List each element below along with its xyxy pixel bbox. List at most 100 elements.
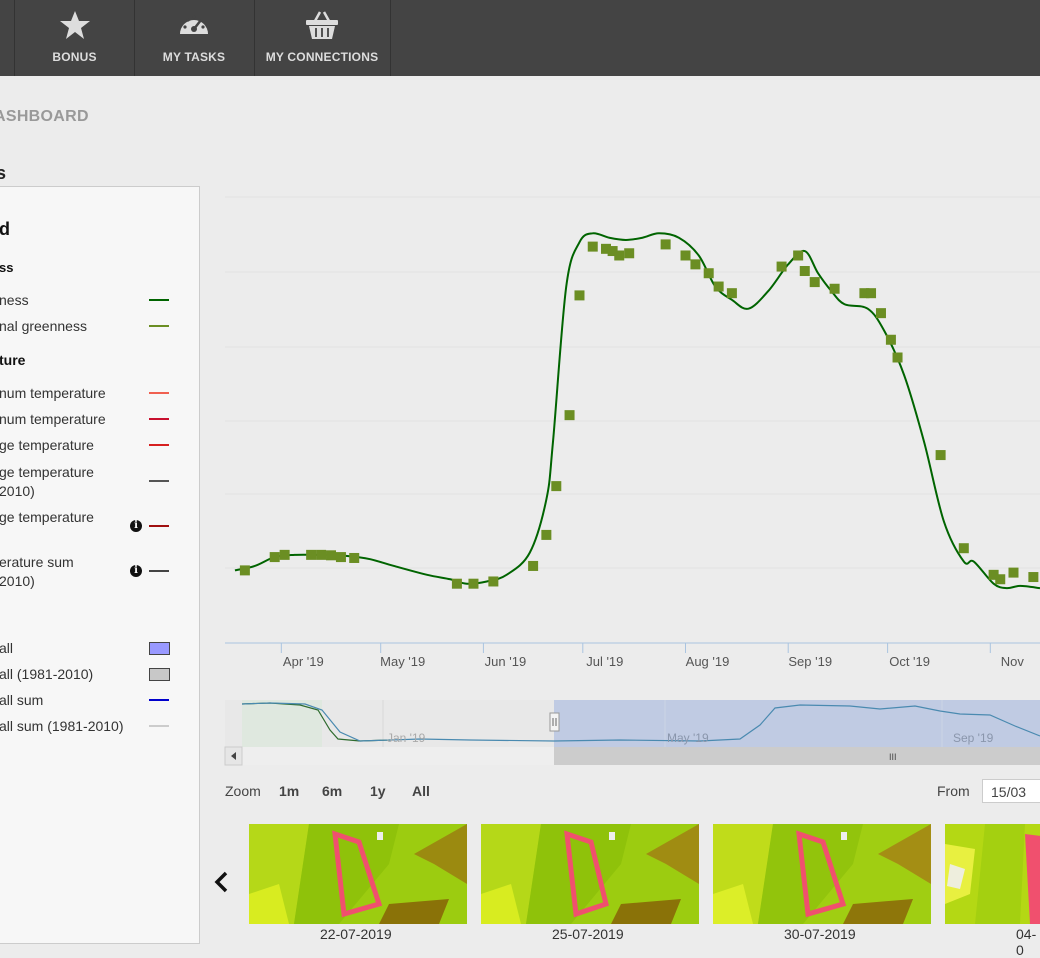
x-axis-tick-label: Apr '19 — [283, 654, 324, 669]
navigator-selected-range[interactable] — [554, 700, 1040, 747]
data-point-marker[interactable] — [269, 552, 280, 563]
legend-title: d — [0, 219, 10, 239]
data-point-marker[interactable] — [866, 288, 877, 299]
data-point-marker[interactable] — [614, 250, 625, 261]
x-axis-tick-label: Sep '19 — [788, 654, 832, 669]
navigator-scrollbar-track[interactable] — [225, 747, 1040, 765]
satellite-thumbnail[interactable] — [945, 824, 1040, 924]
legend-item-seasonal-greenness[interactable]: nal greenness — [0, 318, 87, 334]
navigator-scrollbar-thumb[interactable] — [554, 747, 1040, 765]
zoom-6m-button[interactable]: 6m — [322, 783, 343, 799]
legend-item-rainfall-sum[interactable]: all sum — [0, 692, 44, 708]
data-point-marker[interactable] — [726, 288, 737, 299]
scrollbar-grip: III — [889, 752, 897, 762]
data-point-marker[interactable] — [793, 250, 804, 261]
legend-swatch — [149, 668, 170, 681]
data-point-marker[interactable] — [624, 248, 635, 259]
zoom-1y-button[interactable]: 1y — [370, 783, 386, 799]
legend-item-average-temperature-normal[interactable]: ge temperature — [0, 464, 94, 480]
from-date-input[interactable]: 15/03 — [982, 779, 1040, 803]
legend-group-header: ture — [0, 352, 26, 368]
data-point-marker[interactable] — [326, 550, 337, 561]
data-point-marker[interactable] — [607, 246, 618, 257]
scroll-left-button[interactable] — [224, 746, 243, 766]
data-point-marker[interactable] — [680, 250, 691, 261]
data-point-marker[interactable] — [809, 277, 820, 288]
data-point-marker[interactable] — [528, 560, 539, 571]
data-point-marker[interactable] — [859, 288, 870, 299]
x-axis-tick-label: Jul '19 — [586, 654, 623, 669]
legend-item-greenness[interactable]: ness — [0, 292, 29, 308]
legend-item-sublabel: 2010) — [0, 483, 35, 499]
data-point-marker[interactable] — [574, 290, 585, 301]
legend-swatch — [149, 392, 169, 394]
zoom-all-button[interactable]: All — [412, 783, 430, 799]
data-point-marker[interactable] — [892, 352, 903, 363]
data-point-marker[interactable] — [995, 574, 1006, 585]
data-point-marker[interactable] — [349, 552, 360, 563]
legend-item-max-temperature[interactable]: num temperature — [0, 385, 106, 401]
nav-item-my-tasks[interactable]: MY TASKS — [134, 0, 255, 76]
data-point-marker[interactable] — [335, 552, 346, 563]
data-point-marker[interactable] — [988, 569, 999, 580]
info-icon[interactable]: i — [130, 565, 142, 577]
data-point-marker[interactable] — [316, 549, 327, 560]
nav-item-my-connections[interactable]: MY CONNECTIONS — [254, 0, 391, 76]
nav-divider — [14, 0, 15, 76]
data-point-marker[interactable] — [306, 549, 317, 560]
scroll-left-arrow-icon — [231, 752, 236, 760]
breadcrumb[interactable]: ASHBOARD — [0, 108, 89, 125]
data-point-marker[interactable] — [451, 578, 462, 589]
nav-item-bonus[interactable]: BONUS — [15, 0, 135, 76]
legend-item-rainfall-sum-normal[interactable]: all sum (1981-2010) — [0, 718, 124, 734]
data-point-marker[interactable] — [958, 543, 969, 554]
navigator-handle[interactable] — [549, 712, 560, 732]
data-point-marker[interactable] — [541, 529, 552, 540]
data-point-marker[interactable] — [551, 481, 562, 492]
info-icon[interactable]: i — [130, 520, 142, 532]
data-point-marker[interactable] — [564, 410, 575, 421]
data-point-marker[interactable] — [660, 239, 671, 250]
zoom-1m-button[interactable]: 1m — [279, 783, 300, 799]
legend-panel: d ss ness nal greenness ture num tempera… — [0, 186, 200, 944]
legend-swatch — [149, 725, 169, 727]
star-icon — [15, 8, 134, 42]
data-point-marker[interactable] — [279, 549, 290, 560]
data-point-marker[interactable] — [468, 578, 479, 589]
legend-item-average-temperature[interactable]: ge temperature — [0, 437, 94, 453]
data-point-marker[interactable] — [703, 268, 714, 279]
legend-swatch — [149, 299, 169, 301]
zoom-label: Zoom — [225, 783, 261, 799]
data-point-marker[interactable] — [600, 243, 611, 254]
data-point-marker[interactable] — [875, 308, 886, 319]
chevron-left-icon[interactable] — [212, 870, 232, 894]
gauge-icon — [134, 8, 254, 42]
legend-item-average-temperature-2[interactable]: ge temperature — [0, 509, 94, 525]
satellite-thumbnail[interactable] — [713, 824, 931, 924]
data-point-marker[interactable] — [776, 261, 787, 272]
data-point-marker[interactable] — [587, 241, 598, 252]
x-axis-tick-label: Oct '19 — [889, 654, 930, 669]
data-point-marker[interactable] — [239, 565, 250, 576]
data-point-marker[interactable] — [713, 281, 724, 292]
legend-item-rainfall[interactable]: all — [0, 640, 14, 656]
legend-item-temperature-sum[interactable]: erature sum — [0, 554, 74, 570]
section-title: s — [0, 163, 7, 183]
data-point-marker[interactable] — [690, 259, 701, 270]
data-point-marker[interactable] — [885, 334, 896, 345]
data-point-marker[interactable] — [1028, 572, 1039, 583]
legend-item-min-temperature[interactable]: num temperature — [0, 411, 106, 427]
data-point-marker[interactable] — [488, 576, 499, 587]
data-point-marker[interactable] — [829, 283, 840, 294]
data-point-marker[interactable] — [799, 266, 810, 277]
data-point-marker[interactable] — [1008, 567, 1019, 578]
satellite-thumbnail[interactable] — [481, 824, 699, 924]
legend-swatch — [149, 418, 169, 420]
data-point-marker[interactable] — [935, 450, 946, 461]
greenness-series-line — [234, 232, 1040, 590]
legend-item-rainfall-normal[interactable]: all (1981-2010) — [0, 666, 94, 682]
satellite-thumbnail[interactable] — [249, 824, 467, 924]
navigator-history-fill — [242, 700, 322, 747]
navigator-label: Sep '19 — [953, 731, 994, 745]
legend-swatch — [149, 699, 169, 701]
